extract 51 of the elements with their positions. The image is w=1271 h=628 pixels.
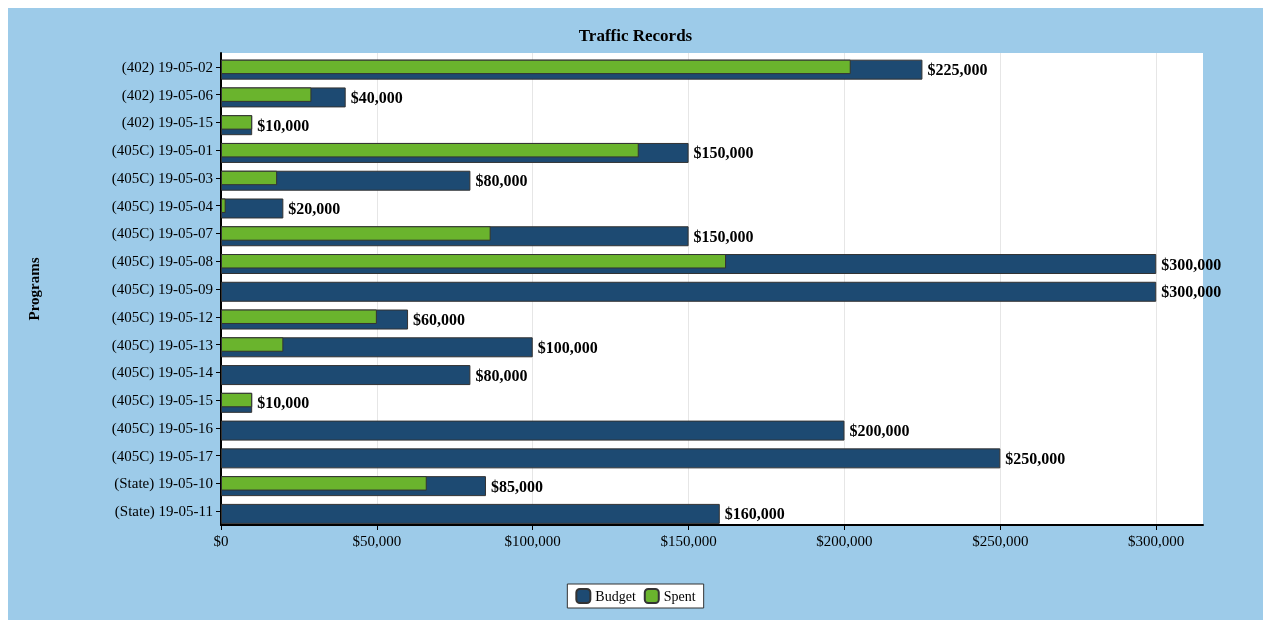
- data-label: $20,000: [288, 199, 341, 217]
- data-label: $150,000: [693, 144, 754, 162]
- data-label: $300,000: [1161, 283, 1222, 301]
- y-tick-label: (405C) 19-05-09: [111, 281, 213, 298]
- y-tick-label: (402) 19-05-06: [121, 86, 214, 104]
- y-tick-label: (405C) 19-05-14: [111, 364, 214, 382]
- bar: [221, 365, 471, 386]
- data-label: $150,000: [693, 227, 754, 245]
- y-tick-label: (405C) 19-05-15: [111, 392, 213, 410]
- chart-title: Traffic Records: [578, 26, 693, 45]
- x-tick-label: $150,000: [660, 532, 717, 549]
- y-tick-label: (405C) 19-05-01: [111, 142, 213, 160]
- x-tick-label: $250,000: [972, 532, 1029, 549]
- x-tick-label: $300,000: [1128, 532, 1185, 549]
- y-tick-label: (402) 19-05-15: [121, 114, 213, 132]
- data-label: $200,000: [849, 422, 910, 440]
- y-tick-label: (405C) 19-05-04: [111, 197, 214, 215]
- y-tick-label: (405C) 19-05-12: [111, 308, 213, 326]
- data-label: $250,000: [1005, 449, 1066, 467]
- bar: [221, 198, 284, 219]
- data-label: $85,000: [490, 477, 543, 495]
- data-label: $100,000: [537, 338, 598, 356]
- bar: [221, 420, 845, 441]
- legend-label: Spent: [663, 588, 696, 604]
- data-label: $80,000: [475, 366, 528, 384]
- x-tick-label: $0: [213, 532, 229, 549]
- legend-label: Budget: [595, 588, 636, 604]
- y-tick-label: (402) 19-05-02: [121, 58, 213, 76]
- y-tick-label: (State) 19-05-11: [114, 503, 213, 521]
- data-label: $225,000: [927, 61, 988, 79]
- y-tick-label: (405C) 19-05-13: [111, 336, 213, 354]
- y-tick-label: (405C) 19-05-16: [111, 419, 214, 437]
- bar: [221, 503, 720, 524]
- data-label: $60,000: [413, 311, 466, 329]
- y-tick-label: (State) 19-05-10: [114, 475, 213, 493]
- bar: [221, 448, 1001, 469]
- data-label: $160,000: [724, 505, 785, 523]
- y-tick-label: (405C) 19-05-07: [111, 225, 214, 243]
- x-tick-label: $50,000: [352, 532, 402, 549]
- bar: [221, 281, 1157, 302]
- y-axis-title: Programs: [25, 257, 42, 321]
- data-label: $300,000: [1161, 255, 1222, 273]
- data-label: $10,000: [257, 394, 310, 412]
- y-tick-label: (405C) 19-05-17: [111, 447, 214, 465]
- x-tick-label: $200,000: [816, 532, 873, 549]
- data-label: $40,000: [350, 88, 403, 106]
- y-tick-label: (405C) 19-05-03: [111, 169, 213, 187]
- data-label: $10,000: [257, 116, 310, 134]
- data-label: $80,000: [475, 172, 528, 190]
- x-tick-label: $100,000: [504, 532, 561, 549]
- y-tick-label: (405C) 19-05-08: [111, 253, 213, 271]
